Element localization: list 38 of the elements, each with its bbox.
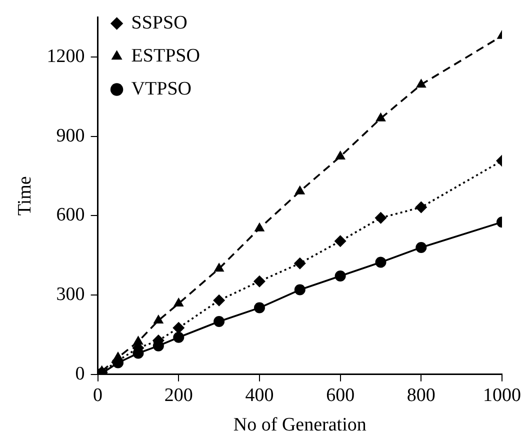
point	[375, 256, 386, 268]
point	[173, 298, 184, 307]
point	[416, 78, 426, 88]
point	[253, 275, 266, 288]
point	[335, 150, 346, 160]
point	[173, 332, 184, 343]
point	[376, 112, 386, 122]
y-tick-label: 0	[75, 363, 85, 384]
legend-label: ESTPSO	[131, 45, 200, 66]
point	[214, 262, 224, 272]
y-tick-label: 300	[56, 284, 85, 306]
point	[172, 322, 185, 334]
legend-label: VTPSO	[131, 78, 192, 100]
point	[133, 336, 144, 345]
point	[254, 222, 265, 232]
point	[334, 235, 346, 248]
point	[416, 242, 427, 253]
legend-label: SSPSO	[131, 12, 188, 34]
x-tick-label: 600	[326, 384, 355, 406]
x-axis-title: No of Generation	[233, 414, 367, 436]
x-tick-label: 800	[406, 384, 436, 406]
x-tick-label: 1000	[483, 384, 521, 406]
point	[374, 212, 387, 224]
point	[415, 201, 428, 214]
point	[294, 257, 306, 270]
x-tick-label: 200	[164, 384, 193, 406]
x-tick-label: 400	[245, 384, 274, 406]
y-axis-title: Time	[14, 176, 36, 216]
y-tick-label: 600	[56, 204, 85, 226]
point	[254, 302, 265, 314]
point	[213, 294, 226, 306]
y-tick-label: 900	[56, 125, 85, 146]
x-tick-label: 0	[93, 384, 103, 406]
point	[334, 270, 346, 282]
point	[294, 284, 306, 296]
point	[294, 185, 306, 194]
point	[214, 316, 225, 328]
y-tick-label: 1200	[46, 46, 85, 68]
